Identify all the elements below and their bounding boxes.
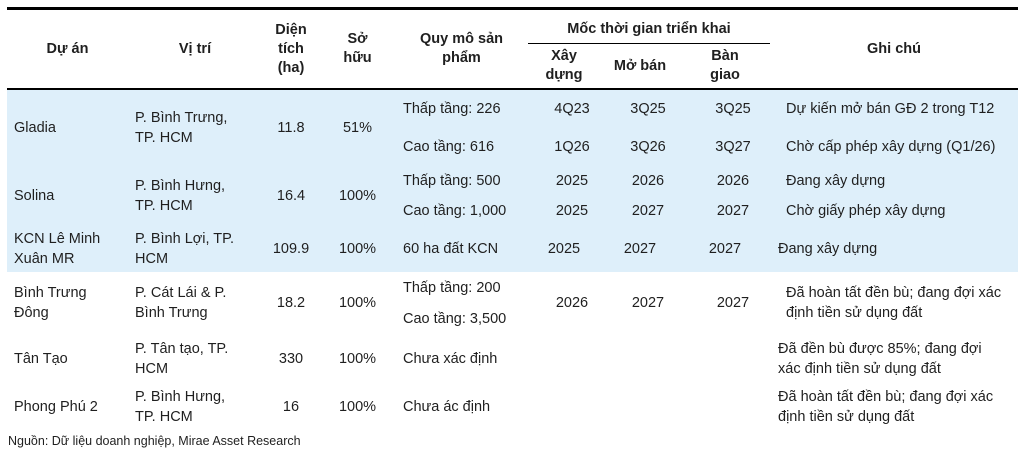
open-sale-cell: 3Q25 3Q26: [608, 90, 688, 166]
project-name-cell: Solina: [14, 188, 55, 204]
notes-cell: Đã hoàn tất đền bù; đang đợi xác định ti…: [770, 384, 1018, 430]
product-scale-cell: 60 ha đất KCN: [403, 241, 499, 257]
timeline-build: 2025: [555, 173, 589, 189]
build-cell: 4Q23 1Q26: [536, 90, 608, 166]
notes-cell: Đang xây dựng Chờ giấy phép xây dựng: [778, 166, 1018, 226]
timeline-group-title: Mốc thời gian triển khai: [528, 10, 770, 44]
ownership-cell: 100%: [338, 241, 377, 257]
location-cell: P. Bình Trưng, TP. HCM: [135, 110, 228, 146]
area-cell: 16.4: [276, 188, 306, 204]
scale-line: Cao tầng: 616: [403, 139, 495, 155]
open-sale-cell: 2027: [623, 241, 657, 257]
project-row-phong-phu-2: Phong Phú 2 P. Bình Hưng, TP. HCM 16 100…: [7, 384, 1018, 430]
notes-cell: Dự kiến mở bán GĐ 2 trong T12 Chờ cấp ph…: [778, 90, 1018, 166]
timeline-build: 4Q23: [554, 101, 590, 117]
product-scale-cell: Thấp tầng: 200 Cao tầng: 3,500: [395, 272, 536, 334]
scale-line: Cao tầng: 1,000: [403, 203, 507, 219]
timeline-build: 2025: [555, 203, 589, 219]
project-row-tan-tao: Tân Tạo P. Tân tạo, TP. HCM 330 100% Chư…: [7, 334, 1018, 384]
area-cell: 16: [282, 399, 300, 415]
handover-cell: 3Q25 3Q27: [688, 90, 778, 166]
timeline-open: 2026: [631, 173, 665, 189]
scale-line: Thấp tầng: 226: [403, 101, 501, 117]
note-text: Dự kiến mở bán GĐ 2 trong T12: [786, 101, 995, 117]
col-header-notes: Ghi chú: [867, 40, 921, 57]
col-header-scale: Quy mô sản phẩm: [420, 31, 503, 66]
project-row-kcn-le-minh-xuan: KCN Lê Minh Xuân MR P. Bình Lợi, TP. HCM…: [7, 226, 1018, 272]
timeline-handover: 2027: [716, 203, 750, 219]
project-name-cell: KCN Lê Minh Xuân MR: [14, 231, 101, 267]
note-text: Đã hoàn tất đền bù; đang đợi xác định ti…: [778, 389, 994, 425]
area-cell: 18.2: [276, 295, 306, 311]
timeline-handover: 3Q25: [715, 101, 751, 117]
scale-line: Cao tầng: 3,500: [403, 310, 507, 327]
open-sale-cell: 2027: [631, 295, 665, 311]
location-cell: P. Bình Lợi, TP. HCM: [135, 231, 234, 267]
notes-cell: Đã đền bù được 85%; đang đợi xác định ti…: [770, 334, 1018, 384]
timeline-open: 2027: [631, 203, 665, 219]
col-group-timeline: Mốc thời gian triển khai Xây dựng Mở bán…: [528, 10, 770, 88]
timeline-build: 1Q26: [554, 139, 590, 155]
handover-cell: [680, 384, 770, 430]
project-row-gladia: Gladia P. Bình Trưng, TP. HCM 11.8 51% T…: [7, 90, 1018, 166]
col-header-location: Vị trí: [178, 40, 212, 57]
source-note: Nguồn: Dữ liệu doanh nghiệp, Mirae Asset…: [8, 434, 301, 448]
project-row-binh-trung-dong: Bình Trưng Đông P. Cát Lái & P. Bình Trư…: [7, 272, 1018, 334]
project-row-solina: Solina P. Bình Hưng, TP. HCM 16.4 100% T…: [7, 166, 1018, 226]
col-header-open-sale: Mở bán: [613, 57, 667, 74]
timeline-handover: 3Q27: [715, 139, 751, 155]
handover-cell: 2027: [708, 241, 742, 257]
col-header-handover: Bàn giao: [710, 48, 740, 83]
build-cell: 2025: [547, 241, 581, 257]
handover-cell: [680, 334, 770, 384]
col-header-build: Xây dựng: [545, 48, 583, 83]
build-cell: [528, 334, 600, 384]
handover-cell: 2026 2027: [688, 166, 778, 226]
projects-table: Dự án Vị trí Diện tích (ha) Sở hữu Quy m…: [7, 7, 1018, 430]
project-name-cell: Phong Phú 2: [14, 399, 98, 415]
project-name-cell: Bình Trưng Đông: [14, 285, 87, 321]
timeline-open: 3Q26: [630, 139, 666, 155]
handover-cell: 2027: [716, 295, 750, 311]
note-text: Đã hoàn tất đền bù; đang đợi xác định ti…: [786, 285, 1002, 321]
table-header: Dự án Vị trí Diện tích (ha) Sở hữu Quy m…: [7, 7, 1018, 90]
open-sale-cell: [600, 334, 680, 384]
col-header-ownership: Sở hữu: [343, 31, 372, 66]
note-text: Đang xây dựng: [786, 173, 886, 189]
col-header-area: Diện tích (ha): [275, 21, 307, 76]
notes-cell: Đang xây dựng: [778, 241, 878, 257]
build-cell: 2025 2025: [536, 166, 608, 226]
notes-cell: Đã hoàn tất đền bù; đang đợi xác định ti…: [778, 272, 1018, 334]
build-cell: 2026: [555, 295, 589, 311]
product-scale-cell: Chưa ác định: [403, 399, 491, 415]
ownership-cell: 100%: [338, 351, 377, 367]
note-text: Đã đền bù được 85%; đang đợi xác định ti…: [778, 341, 982, 377]
ownership-cell: 51%: [342, 120, 373, 136]
product-scale-cell: Thấp tầng: 500 Cao tầng: 1,000: [395, 166, 536, 226]
location-cell: P. Cát Lái & P. Bình Trưng: [135, 285, 227, 321]
project-name-cell: Gladia: [14, 120, 56, 136]
ownership-cell: 100%: [338, 295, 377, 311]
timeline-handover: 2026: [716, 173, 750, 189]
scale-line: Thấp tầng: 200: [403, 279, 501, 296]
ownership-cell: 100%: [338, 399, 377, 415]
area-cell: 330: [278, 351, 304, 367]
scale-line: Thấp tầng: 500: [403, 173, 501, 189]
open-sale-cell: 2026 2027: [608, 166, 688, 226]
location-cell: P. Bình Hưng, TP. HCM: [135, 389, 226, 425]
open-sale-cell: [600, 384, 680, 430]
location-cell: P. Tân tạo, TP. HCM: [135, 341, 229, 377]
product-scale-cell: Thấp tầng: 226 Cao tầng: 616: [395, 90, 536, 166]
product-scale-cell: Chưa xác định: [403, 351, 498, 367]
timeline-open: 3Q25: [630, 101, 666, 117]
col-header-project: Dự án: [46, 40, 89, 57]
area-cell: 11.8: [277, 120, 305, 136]
ownership-cell: 100%: [338, 188, 377, 204]
location-cell: P. Bình Hưng, TP. HCM: [135, 178, 226, 214]
note-text: Chờ cấp phép xây dựng (Q1/26): [786, 139, 996, 155]
build-cell: [528, 384, 600, 430]
note-text: Chờ giấy phép xây dựng: [786, 203, 946, 219]
project-name-cell: Tân Tạo: [14, 351, 68, 367]
area-cell: 109.9: [272, 241, 310, 257]
